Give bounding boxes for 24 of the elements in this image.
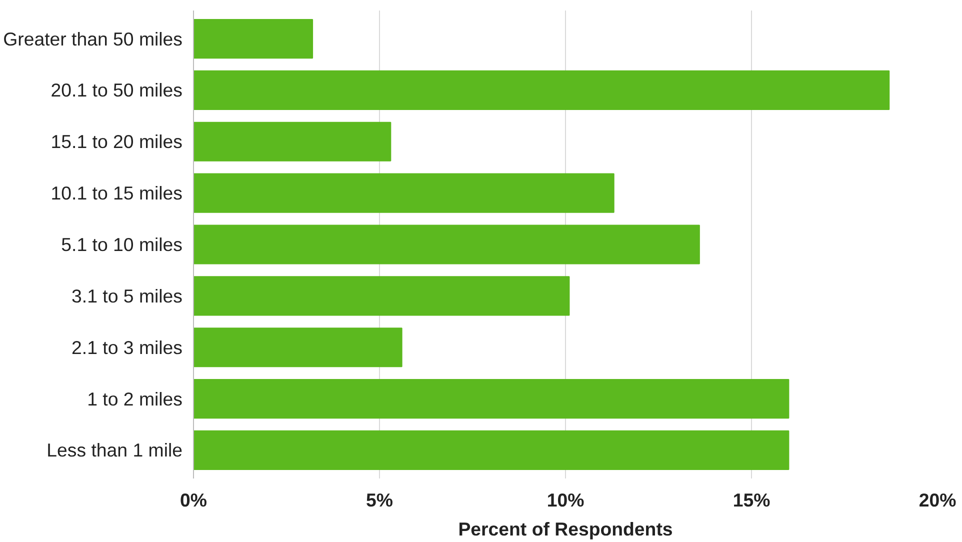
x-axis-title: Percent of Respondents: [458, 518, 673, 540]
y-tick-label: 5.1 to 10 miles: [61, 234, 183, 255]
bar: [194, 430, 790, 470]
bar: [194, 379, 790, 419]
x-tick-label: 15%: [732, 490, 771, 510]
y-tick-label: 2.1 to 3 miles: [72, 336, 183, 358]
y-tick-label: Less than 1 mile: [46, 440, 183, 461]
y-tick-label: 10.1 to 15 miles: [50, 182, 183, 204]
bar: [194, 122, 392, 162]
y-tick-label: 3.1 to 5 miles: [72, 285, 183, 306]
bar: [194, 224, 700, 264]
bar: [194, 328, 402, 368]
bar: [194, 276, 570, 316]
y-tick-label: 20.1 to 50 miles: [50, 80, 183, 101]
y-tick-label: 1 to 2 miles: [87, 388, 183, 410]
bar: [194, 173, 614, 213]
bar: [194, 19, 314, 59]
bar: [194, 70, 890, 110]
x-tick-label: 5%: [366, 490, 394, 510]
x-tick-label: 10%: [546, 490, 585, 510]
y-tick-label: Greater than 50 miles: [3, 28, 183, 50]
x-tick-label: 20%: [918, 490, 957, 510]
x-tick-label: 0%: [180, 490, 208, 510]
y-tick-label: 15.1 to 20 miles: [50, 131, 183, 152]
